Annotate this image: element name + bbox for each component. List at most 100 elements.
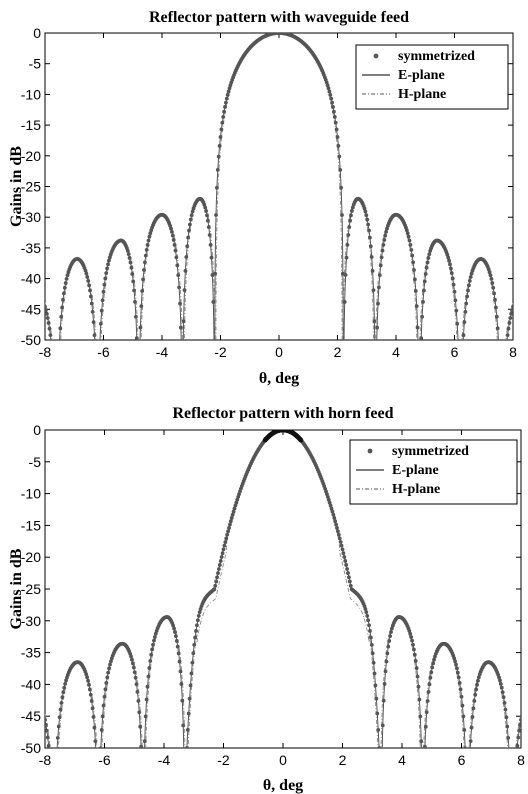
symmetrized-point [98,746,103,748]
y-tick-label: -35 [21,240,41,256]
y-tick-label: -30 [21,209,41,225]
symmetrized-point [206,225,211,230]
symmetrized-point [387,639,392,643]
symmetrized-point [381,698,386,703]
symmetrized-point [58,707,63,712]
symmetrized-point [407,238,412,243]
symmetrized-point [335,135,340,139]
symmetrized-point [350,209,354,213]
symmetrized-point [335,525,339,530]
symmetrized-point [332,109,336,114]
symmetrized-point [174,255,179,260]
symmetrized-point [88,288,92,293]
symmetrized-point [130,272,135,276]
symmetrized-point [197,610,202,615]
symmetrized-point [422,288,426,293]
symmetrized-point [129,654,133,659]
symmetrized-point [188,683,193,688]
symmetrized-point [219,127,224,132]
symmetrized-point [99,308,104,313]
symmetrized-point [171,623,176,628]
x-tick-label: -8 [39,752,52,768]
symmetrized-point [93,739,98,744]
symmetrized-point [147,666,152,670]
symmetrized-point [465,294,469,299]
symmetrized-point [55,751,59,755]
x-tick-label: -4 [158,752,171,768]
symmetrized-point [103,687,108,692]
x-tick-label: 4 [392,344,400,360]
symmetrized-point [190,660,195,665]
symmetrized-point [327,89,332,94]
symmetrized-point [383,669,388,674]
symmetrized-point [169,226,173,231]
x-tick-label: -6 [97,344,110,360]
symmetrized-point [455,666,459,671]
symmetrized-point [176,273,181,278]
symmetrized-point [342,555,347,559]
symmetrized-point [475,682,479,687]
symmetrized-point [138,325,143,330]
symmetrized-point [105,675,110,680]
symmetrized-point [188,217,193,222]
symmetrized-point [208,242,213,247]
symmetrized-point [383,233,388,238]
symmetrized-point [515,743,520,748]
symmetrized-point [181,319,186,324]
symmetrized-point [146,674,151,679]
symmetrized-point [494,314,499,319]
symmetrized-point [45,311,49,316]
symmetrized-point [347,579,352,584]
symmetrized-point [180,698,185,703]
legend-label: E-plane [392,463,439,478]
symmetrized-point [212,587,217,592]
symmetrized-point [412,652,417,657]
symmetrized-point [193,635,198,640]
symmetrized-point [388,634,392,639]
symmetrized-point [449,266,453,271]
symmetrized-point [373,683,378,688]
symmetrized-point [65,273,70,278]
symmetrized-point [507,751,511,755]
symmetrized-point [449,271,454,275]
symmetrized-point [207,233,212,237]
symmetrized-point [104,271,109,275]
symmetrized-point [336,532,341,537]
y-tick-label: -5 [29,56,42,72]
symmetrized-point [413,277,417,282]
symmetrized-point [490,281,495,285]
symmetrized-point [85,275,90,279]
symmetrized-point [183,268,188,273]
symmetrized-point [365,614,370,618]
symmetrized-point [227,86,232,91]
symmetrized-point [60,695,65,700]
y-tick-label: -50 [21,740,41,756]
symmetrized-point [367,228,371,233]
symmetrized-point [202,202,207,207]
chart-title: Reflector pattern with horn feed [173,405,394,422]
y-axis-label: Gains in dB [8,548,25,629]
symmetrized-point [413,289,418,293]
x-tick-label: 4 [398,752,406,768]
legend: symmetrized E-plane H-plane [349,439,518,505]
symmetrized-point [498,678,502,683]
symmetrized-point [488,273,493,278]
symmetrized-point [133,299,137,304]
symmetrized-point [416,684,421,689]
symmetrized-point [417,697,422,702]
symmetrized-point [222,109,227,114]
symmetrized-point [378,263,383,268]
symmetrized-point [195,623,199,628]
symmetrized-point [107,255,112,260]
symmetrized-point [58,326,63,331]
symmetrized-point [505,724,510,729]
symmetrized-point [186,711,191,716]
symmetrized-point [364,213,369,218]
symmetrized-point [185,244,190,249]
x-tick-label: 2 [339,752,347,768]
symmetrized-point [423,724,428,729]
symmetrized-point [368,629,372,633]
symmetrized-point [218,135,223,139]
symmetrized-point [84,271,89,276]
symmetrized-point [375,325,379,330]
